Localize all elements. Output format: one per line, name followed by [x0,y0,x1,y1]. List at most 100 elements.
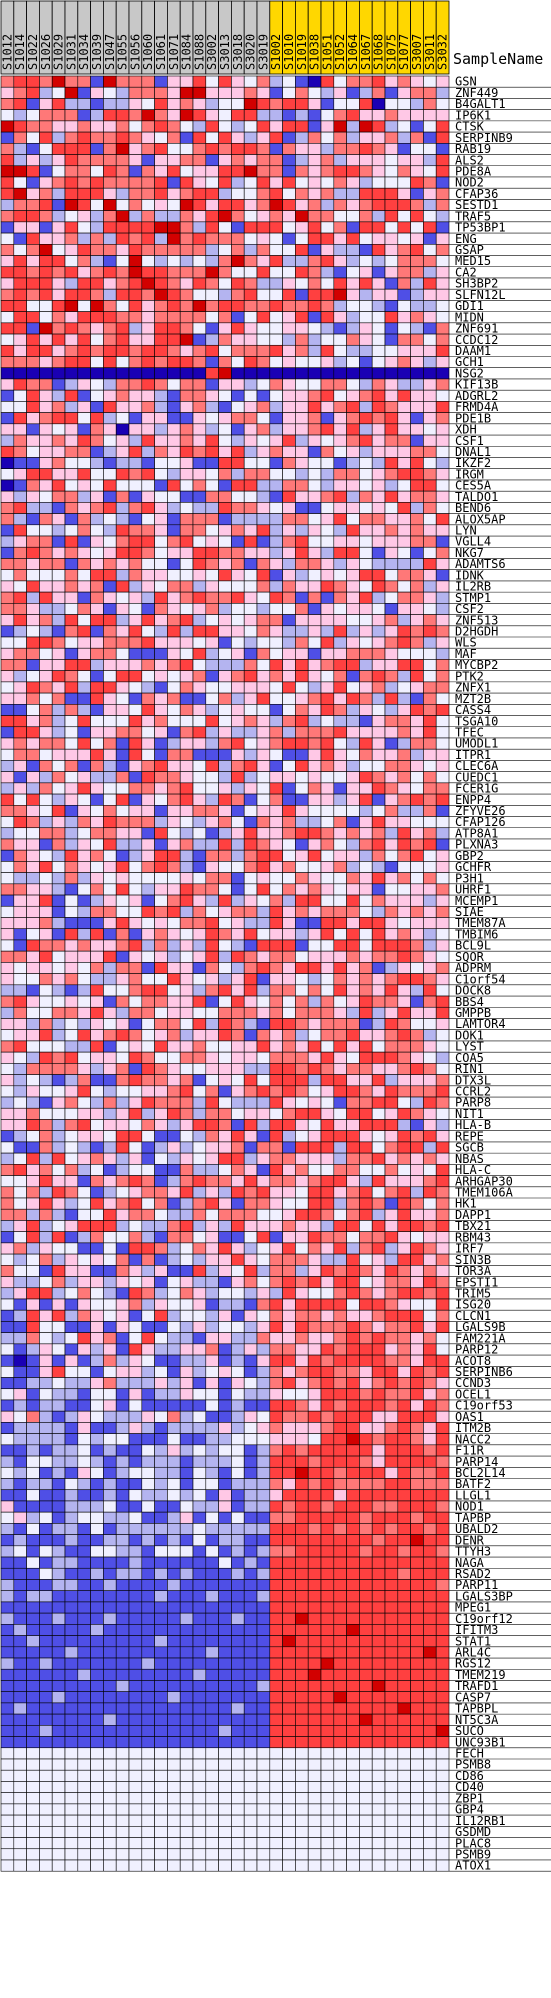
heatmap-cell [231,412,245,425]
heatmap-cell [295,1152,309,1165]
heatmap-cell [64,311,79,324]
heatmap-cell [243,1253,258,1266]
heatmap-cell [0,1119,15,1131]
heatmap-cell [231,1051,245,1064]
heatmap-cell [295,928,309,941]
heatmap-cell [371,232,386,245]
heatmap-cell [26,210,40,223]
heatmap-cell [423,670,437,683]
heatmap-cell [103,120,117,133]
heatmap-cell [410,1276,424,1289]
heatmap-cell [13,950,27,963]
heatmap-cell [333,1388,347,1401]
heatmap-cell [154,1354,168,1367]
heatmap-cell [103,199,117,211]
heatmap-cell [307,1523,322,1535]
heatmap-cell [205,1646,219,1659]
heatmap-cell [359,670,373,683]
heatmap-cell [205,120,219,133]
heatmap-cell [0,187,15,200]
heatmap-cell [231,131,245,144]
heatmap-cell [205,109,219,122]
heatmap-cell [0,737,15,750]
heatmap-cell [115,614,130,627]
heatmap-cell [167,524,181,537]
heatmap-cell [192,513,207,526]
heatmap-cell [90,1197,104,1210]
heatmap-cell [51,883,66,896]
heatmap-cell [77,1321,91,1333]
heatmap-cell [90,1265,104,1277]
heatmap-cell [256,546,271,559]
heatmap-cell [243,187,258,200]
heatmap-cell [231,479,245,492]
heatmap-cell [179,1567,194,1580]
heatmap-cell [26,569,40,582]
heatmap-cell [128,423,143,436]
heatmap-cell [154,143,168,155]
heatmap-cell [0,1545,15,1558]
heatmap-cell [154,816,168,829]
heatmap-cell [51,75,66,88]
heatmap-cell [141,367,155,380]
heatmap-cell [435,1377,450,1390]
heatmap-cell [256,165,271,178]
heatmap-cell [410,580,424,593]
heatmap-cell [423,535,437,548]
heatmap-cell [77,1231,91,1244]
heatmap-cell [205,1635,219,1648]
heatmap-cell [51,1040,66,1053]
heatmap-cell [64,210,79,223]
heatmap-cell [371,1500,386,1513]
heatmap-cell [397,861,411,873]
heatmap-cell [384,513,399,526]
heatmap-cell [371,872,386,885]
heatmap-cell [0,1051,15,1064]
heatmap-cell [410,1343,424,1356]
heatmap-cell [359,625,373,638]
heatmap-cell [371,1231,386,1244]
heatmap-cell [90,1231,104,1244]
heatmap-cell [77,1422,91,1434]
heatmap-cell [192,1253,207,1266]
heatmap-cell [167,1567,181,1580]
heatmap-cell [26,288,40,301]
heatmap-cell [39,513,53,526]
heatmap-cell [218,647,232,660]
heatmap-cell [179,1388,194,1401]
heatmap-cell [115,659,130,671]
heatmap-cell [295,1343,309,1356]
heatmap-cell [282,423,296,436]
heatmap-cell [154,109,168,122]
heatmap-cell [13,1399,27,1412]
heatmap-cell [39,1074,53,1087]
heatmap-cell [256,950,271,963]
heatmap-cell [179,288,194,301]
heatmap-cell [410,524,424,537]
heatmap-cell [179,344,194,357]
heatmap-cell [128,670,143,683]
heatmap-cell [0,255,15,268]
heatmap-cell [333,1130,347,1143]
heatmap-cell [128,1253,143,1266]
heatmap-cell [231,917,245,930]
heatmap-cell [307,502,322,514]
heatmap-cell [141,984,155,997]
heatmap-cell [410,1242,424,1255]
heatmap-cell [90,816,104,829]
heatmap-cell [384,300,399,312]
heatmap-cell [154,75,168,88]
heatmap-cell [256,647,271,660]
heatmap-cell [192,1478,207,1491]
heatmap-cell [39,445,53,458]
heatmap-cell [243,513,258,526]
heatmap-cell [0,1040,15,1053]
heatmap-cell [282,1063,296,1075]
heatmap-cell [179,1164,194,1176]
heatmap-cell [295,603,309,615]
heatmap-cell [346,692,360,705]
heatmap-cell [77,1175,91,1188]
heatmap-cell [359,389,373,402]
heatmap-cell [128,558,143,570]
heatmap-cell [51,603,66,615]
